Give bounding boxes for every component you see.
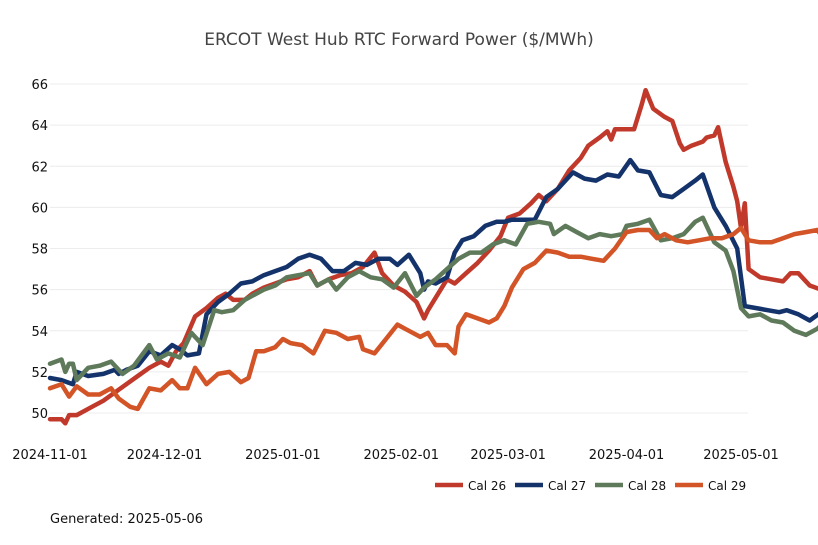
plot-area [47, 87, 818, 426]
x-tick-label: 2024-12-01 [127, 448, 203, 463]
x-tick-label: 2025-05-01 [703, 448, 779, 463]
legend-label: Cal 27 [548, 479, 586, 493]
series-line-cal-26 [47, 87, 818, 426]
y-tick-label: 50 [31, 407, 48, 422]
x-tick-label: 2025-01-01 [245, 448, 321, 463]
x-tick-label: 2025-02-01 [363, 448, 439, 463]
x-tick-label: 2025-03-01 [470, 448, 546, 463]
y-tick-label: 56 [31, 284, 48, 299]
legend-label: Cal 26 [468, 479, 506, 493]
y-tick-label: 60 [31, 201, 48, 216]
x-axis: 2024-11-01 2024-12-01 2025-01-01 2025-02-01… [12, 448, 779, 463]
series-line-cal-27 [47, 157, 818, 387]
legend-label: Cal 29 [708, 479, 746, 493]
x-tick-label: 2025-04-01 [589, 448, 665, 463]
y-tick-label: 54 [31, 325, 48, 340]
grid [50, 83, 748, 414]
series-line-cal-28 [47, 215, 818, 383]
y-tick-label: 62 [31, 160, 48, 175]
y-tick-label: 58 [31, 243, 48, 258]
legend: Cal 26 Cal 27 Cal 28 Cal 29 [435, 479, 746, 493]
chart-title: ERCOT West Hub RTC Forward Power ($/MWh) [204, 30, 594, 50]
x-tick-label: 2024-11-01 [12, 448, 88, 463]
legend-label: Cal 28 [628, 479, 666, 493]
y-tick-label: 52 [31, 366, 48, 381]
y-axis: 50 52 54 56 58 60 62 64 66 [31, 78, 48, 422]
series-line-cal-29 [47, 225, 818, 412]
y-tick-label: 66 [31, 78, 48, 93]
generated-footer: Generated: 2025-05-06 [50, 512, 204, 527]
y-tick-label: 64 [31, 119, 48, 134]
